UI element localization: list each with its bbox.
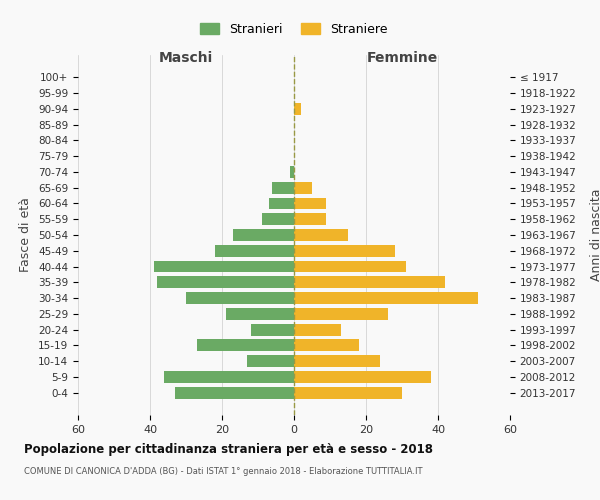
Text: COMUNE DI CANONICA D'ADDA (BG) - Dati ISTAT 1° gennaio 2018 - Elaborazione TUTTI: COMUNE DI CANONICA D'ADDA (BG) - Dati IS…: [24, 468, 422, 476]
Bar: [294, 308, 388, 320]
Bar: [226, 308, 294, 320]
Bar: [175, 387, 294, 398]
Bar: [294, 340, 359, 351]
Text: Femmine: Femmine: [367, 50, 437, 64]
Bar: [294, 371, 431, 383]
Bar: [164, 371, 294, 383]
Bar: [186, 292, 294, 304]
Bar: [272, 182, 294, 194]
Bar: [262, 214, 294, 225]
Bar: [294, 387, 402, 398]
Text: Maschi: Maschi: [159, 50, 213, 64]
Bar: [294, 182, 312, 194]
Bar: [294, 198, 326, 209]
Bar: [294, 229, 348, 241]
Bar: [294, 276, 445, 288]
Bar: [294, 214, 326, 225]
Bar: [294, 103, 301, 115]
Bar: [247, 356, 294, 367]
Bar: [294, 245, 395, 256]
Bar: [294, 324, 341, 336]
Bar: [294, 260, 406, 272]
Bar: [269, 198, 294, 209]
Bar: [154, 260, 294, 272]
Bar: [294, 292, 478, 304]
Bar: [251, 324, 294, 336]
Bar: [197, 340, 294, 351]
Bar: [233, 229, 294, 241]
Bar: [215, 245, 294, 256]
Legend: Stranieri, Straniere: Stranieri, Straniere: [196, 18, 392, 41]
Text: Popolazione per cittadinanza straniera per età e sesso - 2018: Popolazione per cittadinanza straniera p…: [24, 442, 433, 456]
Y-axis label: Anni di nascita: Anni di nascita: [590, 188, 600, 281]
Y-axis label: Fasce di età: Fasce di età: [19, 198, 32, 272]
Bar: [290, 166, 294, 178]
Bar: [294, 356, 380, 367]
Bar: [157, 276, 294, 288]
